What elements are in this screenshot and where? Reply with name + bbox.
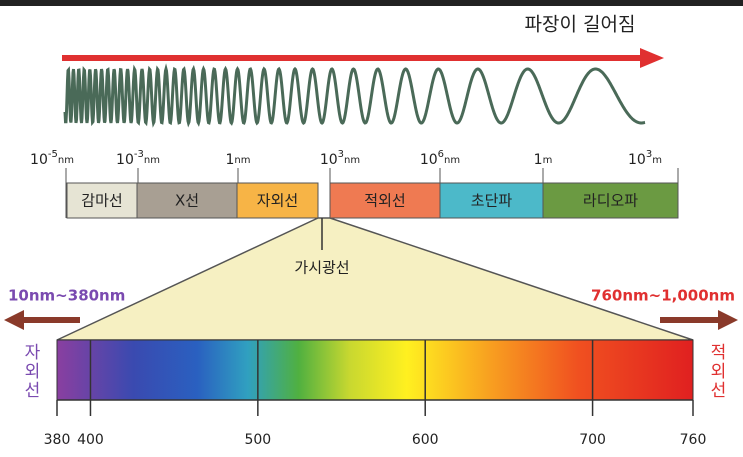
band xyxy=(136,182,238,219)
spectrum-label: 380 xyxy=(44,432,71,448)
band-label: 감마선 xyxy=(81,192,122,210)
label-base: 10 xyxy=(320,152,338,168)
band xyxy=(236,182,319,219)
top-edge xyxy=(0,0,743,6)
band-label: X선 xyxy=(175,192,199,210)
label-unit: m xyxy=(543,155,553,166)
scale-label: 10-3nm xyxy=(116,149,160,168)
band xyxy=(329,182,441,219)
band-label: 적외선 xyxy=(364,192,405,210)
label-unit: nm xyxy=(444,155,460,166)
label-base: 10 xyxy=(628,152,646,168)
left-arrow-head xyxy=(4,310,24,330)
label-unit: m xyxy=(652,155,662,166)
label-base: 10 xyxy=(420,152,438,168)
band-label: 초단파 xyxy=(471,192,513,210)
scale-label: 103nm xyxy=(320,149,360,168)
scale-label: 1m xyxy=(534,152,553,168)
label-exp: 3 xyxy=(646,149,652,160)
band-label: 자외선 xyxy=(257,192,298,210)
band xyxy=(542,182,679,219)
label-unit: nm xyxy=(234,155,250,166)
scale-label: 10-5nm xyxy=(30,149,74,168)
scale-label: 103m xyxy=(628,149,662,168)
scale-label: 106nm xyxy=(420,149,460,168)
scale-label: 1nm xyxy=(225,152,250,168)
right-arrow-head xyxy=(718,310,738,330)
label-exp: 6 xyxy=(438,149,444,160)
label-exp: -3 xyxy=(134,149,144,160)
label-exp: 3 xyxy=(338,149,344,160)
spectrum-label: 500 xyxy=(244,432,271,448)
left-name: 자외선 xyxy=(20,343,40,400)
label-unit: nm xyxy=(58,155,74,166)
spectrum xyxy=(56,339,694,401)
label-base: 1 xyxy=(534,152,543,168)
left-range: 10nm~380nm xyxy=(8,287,125,305)
spectrum-label: 600 xyxy=(412,432,439,448)
visible-wedge xyxy=(56,217,694,341)
visible-label: 가시광선 xyxy=(294,259,349,277)
arrow-head xyxy=(640,48,664,68)
wave xyxy=(63,63,646,128)
label-base: 10 xyxy=(30,152,48,168)
band-label: 라디오파 xyxy=(583,192,638,210)
right-range: 760nm~1,000nm xyxy=(591,287,735,305)
spectrum-label: 760 xyxy=(680,432,707,448)
band xyxy=(439,182,544,219)
spectrum-label: 400 xyxy=(77,432,104,448)
spectrum-label: 700 xyxy=(579,432,606,448)
label-exp: -5 xyxy=(48,149,58,160)
right-name: 적외선 xyxy=(706,343,726,400)
label-base: 1 xyxy=(225,152,234,168)
label-base: 10 xyxy=(116,152,134,168)
title: 파장이 길어짐 xyxy=(525,14,636,36)
label-unit: nm xyxy=(344,155,360,166)
label-unit: nm xyxy=(144,155,160,166)
